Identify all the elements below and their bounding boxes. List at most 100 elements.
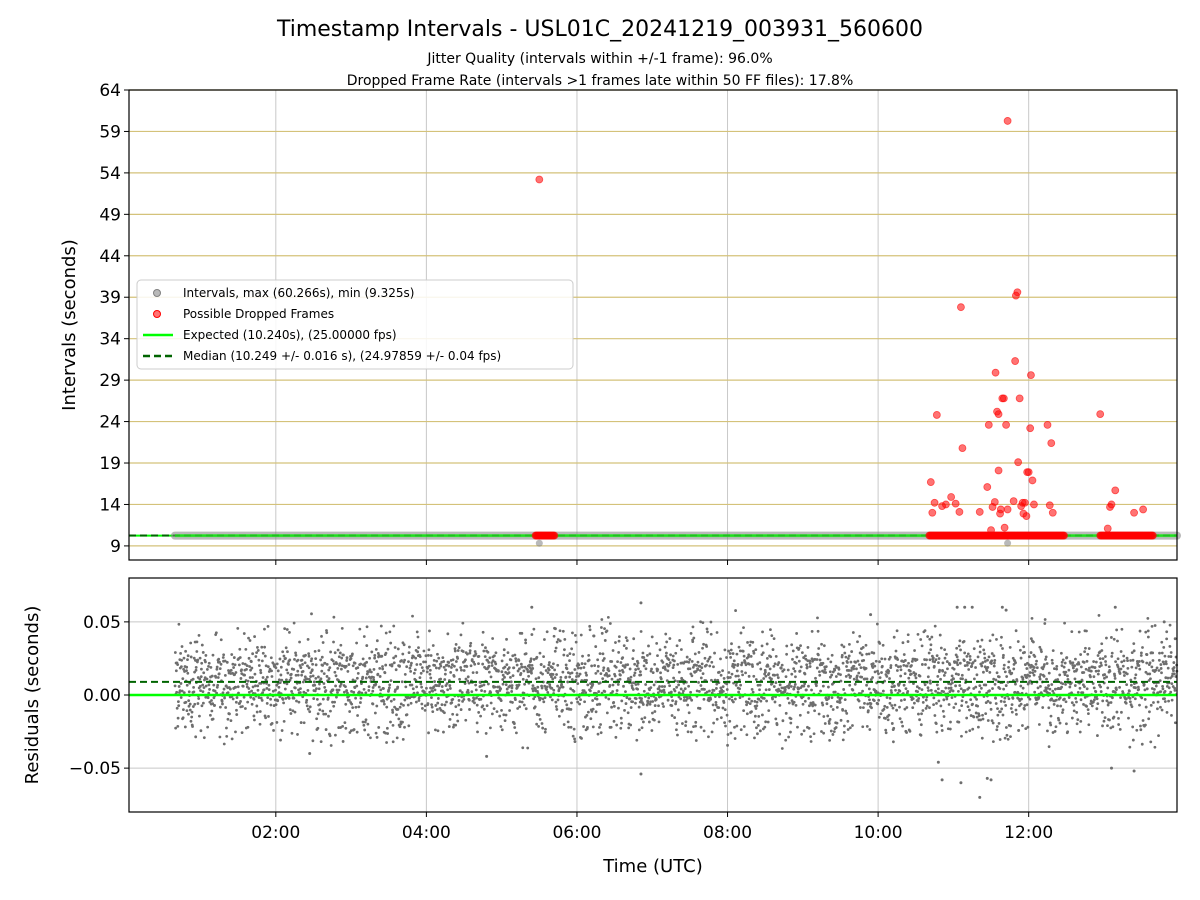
residual-point-1425 [570,647,574,651]
residual-point-1035 [461,650,465,653]
residual-point-782 [391,710,395,714]
residual-point-3341 [1103,716,1107,720]
residual-point-1610 [621,670,625,674]
residual-point-844 [408,666,412,670]
residual-point-1282 [530,633,534,636]
residual-point-3439 [1130,651,1134,655]
residual-point-1869 [693,652,697,656]
residual-point-3351 [1106,686,1110,690]
residual-point-535 [322,682,326,685]
residual-point-2070 [749,655,753,658]
residual-point-2903 [981,717,985,721]
residual-point-3544 [1160,671,1163,675]
residual-point-2786 [949,720,952,724]
residual-point-2842 [964,730,968,734]
residual-point-2933 [990,662,993,665]
residual-point-3431 [1128,696,1132,700]
residual-point-3357 [1108,718,1111,722]
residual-point-2169 [777,661,781,664]
residual-point-3037 [1018,648,1022,652]
residual-point-2709 [927,651,931,655]
residual-point-222 [235,713,239,716]
residual-point-695 [367,670,370,674]
residual-point-279 [251,652,255,656]
residual-point-786 [392,624,396,628]
residual-point-3236 [1074,696,1078,700]
residual-point-1593 [617,706,620,710]
residual-point-429 [293,658,296,661]
residual-point-1890 [699,725,703,729]
residual-point-410 [287,696,291,700]
residual-point-1244 [519,662,523,666]
residual-outlier-11 [955,605,959,609]
residual-point-3131 [1045,677,1048,681]
residual-point-735 [378,666,382,670]
residual-point-1502 [591,707,595,711]
residual-point-2427 [849,674,853,678]
residual-point-228 [237,691,240,695]
residual-point-2122 [764,720,768,724]
residual-point-3319 [1097,614,1101,617]
residual-point-2750 [939,677,942,681]
dropped-frame-56 [1130,508,1138,517]
residual-point-1171 [499,725,503,728]
residual-point-2409 [844,709,848,713]
residual-point-3082 [1031,668,1035,672]
residual-point-3486 [1144,723,1147,727]
residual-point-1983 [725,713,729,717]
residual-point-1753 [661,660,665,664]
residual-point-547 [325,662,329,666]
residual-point-1205 [509,675,512,679]
residual-point-1214 [511,674,515,678]
residual-point-541 [324,712,328,716]
residual-point-1618 [624,690,627,694]
dropped-frame-13 [975,508,984,516]
residual-point-1716 [651,700,655,703]
residual-point-3008 [1010,710,1014,714]
residual-point-496 [311,674,315,678]
residual-point-802 [396,647,400,651]
residual-point-2282 [808,665,812,668]
residual-point-1022 [458,677,461,681]
residual-point-2588 [894,688,897,692]
residual-point-1780 [669,653,673,657]
residual-point-8 [175,706,179,710]
residuals-reference-lines [129,680,1177,697]
residual-point-1013 [455,713,459,717]
residual-point-398 [284,696,288,700]
residual-point-542 [324,689,328,692]
residual-point-3248 [1077,630,1081,634]
residual-point-576 [334,733,337,737]
residual-point-3211 [1067,668,1071,672]
residual-point-2103 [758,729,762,733]
residual-point-2932 [989,707,993,711]
residual-point-2184 [781,719,785,723]
residual-point-3418 [1124,697,1128,701]
residual-point-1803 [675,722,679,725]
dropped-frame-50 [1048,508,1057,517]
residual-point-2111 [761,630,764,634]
residual-point-81 [196,658,200,662]
residual-point-2109 [760,644,764,648]
residual-point-1747 [659,677,663,681]
residual-point-495 [311,739,315,743]
residual-point-67 [192,685,195,689]
residual-point-1528 [598,681,602,685]
residual-point-1426 [570,671,574,675]
residual-point-1430 [571,734,575,738]
residual-point-2877 [974,685,978,689]
residual-point-570 [332,704,336,708]
residual-point-2656 [912,701,916,705]
residual-point-21 [179,682,183,685]
residual-point-2629 [905,706,909,709]
residual-point-1494 [589,717,593,721]
residual-point-1446 [576,700,580,704]
residual-point-2599 [896,665,900,669]
residual-point-3113 [1040,650,1043,654]
residual-point-2818 [958,709,961,712]
residual-point-2740 [936,674,940,678]
residual-point-315 [261,691,265,695]
residual-point-867 [414,700,418,704]
residual-point-545 [325,631,329,635]
